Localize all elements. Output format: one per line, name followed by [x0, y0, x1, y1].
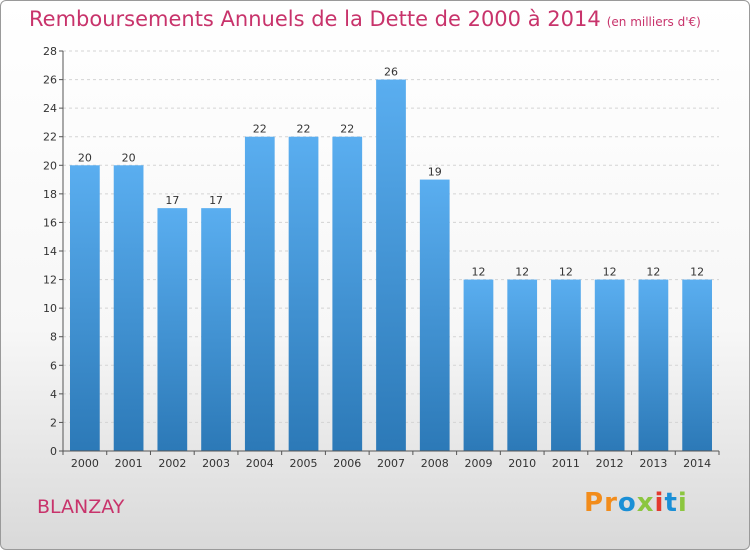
bar [288, 136, 319, 451]
y-tick-label: 8 [50, 331, 57, 344]
bar [463, 279, 494, 451]
y-tick-label: 12 [43, 274, 57, 287]
bar [201, 208, 231, 451]
x-tick-label: 2006 [333, 457, 361, 470]
data-label: 12 [559, 266, 573, 279]
proxiti-logo[interactable]: Proxiti [584, 488, 688, 518]
data-label: 17 [209, 194, 223, 207]
x-tick-label: 2013 [639, 457, 667, 470]
y-tick-label: 18 [43, 188, 57, 201]
data-label: 12 [515, 266, 529, 279]
bar [69, 165, 100, 452]
data-label: 20 [122, 151, 136, 164]
x-tick-label: 2012 [596, 457, 624, 470]
y-tick-label: 2 [50, 416, 57, 429]
data-label: 19 [428, 166, 442, 179]
bar [507, 279, 538, 451]
bars [69, 79, 713, 452]
x-tick-label: 2008 [421, 457, 449, 470]
logo-letter: r [604, 488, 618, 518]
data-label: 22 [340, 123, 354, 136]
data-label: 17 [165, 194, 179, 207]
logo-letter: i [654, 488, 665, 518]
x-axis-ticks: 2000 2001 2002 2003 2004 2005 2006 2007 2008 2009… [62, 451, 720, 470]
data-label: 12 [471, 266, 485, 279]
title-text: Remboursements Annuels de la Dette de 20… [29, 7, 601, 31]
data-labels: 20 20 17 17 22 22 22 26 19 12 12 12 12 12 12 [78, 66, 704, 279]
x-tick-label: 2001 [115, 457, 143, 470]
title-unit: (en milliers d'€) [606, 15, 701, 29]
y-tick-label: 16 [43, 216, 57, 229]
x-tick-label: 2000 [71, 457, 99, 470]
x-tick-label: 2003 [202, 457, 230, 470]
x-tick-label: 2014 [683, 457, 711, 470]
y-tick-label: 24 [43, 102, 57, 115]
bar [376, 79, 406, 452]
bar [157, 208, 188, 451]
bar [682, 279, 713, 451]
y-tick-label: 28 [43, 45, 57, 58]
x-tick-label: 2007 [377, 457, 405, 470]
y-tick-label: 6 [50, 359, 57, 372]
bar [551, 279, 581, 451]
x-tick-label: 2010 [508, 457, 536, 470]
y-tick-label: 20 [43, 159, 57, 172]
data-label: 26 [384, 66, 398, 79]
x-tick-label: 2004 [246, 457, 274, 470]
bar [332, 136, 363, 451]
x-tick-label: 2002 [158, 457, 186, 470]
logo-letter: o [617, 488, 637, 518]
bar [419, 179, 450, 452]
logo-letter: i [677, 488, 688, 518]
bar [638, 279, 669, 451]
logo-letter: P [584, 488, 605, 518]
logo-letter: x [636, 488, 655, 518]
x-tick-label: 2011 [552, 457, 580, 470]
x-tick-label: 2005 [290, 457, 318, 470]
data-label: 20 [78, 151, 92, 164]
bar [244, 136, 275, 451]
x-tick-label: 2009 [464, 457, 492, 470]
data-label: 22 [253, 123, 267, 136]
data-label: 12 [646, 266, 660, 279]
y-tick-label: 10 [43, 302, 57, 315]
town-name: BLANZAY [37, 496, 125, 518]
y-tick-label: 26 [43, 74, 57, 87]
data-label: 22 [297, 123, 311, 136]
data-label: 12 [603, 266, 617, 279]
bar [113, 165, 144, 452]
data-label: 12 [690, 266, 704, 279]
logo-letter: t [664, 488, 678, 518]
y-tick-label: 14 [43, 245, 57, 258]
bar [594, 279, 625, 451]
chart-title: Remboursements Annuels de la Dette de 20… [29, 7, 701, 31]
y-tick-label: 4 [50, 388, 57, 401]
y-tick-label: 22 [43, 131, 57, 144]
y-tick-label: 0 [50, 445, 57, 458]
axes [62, 51, 719, 452]
